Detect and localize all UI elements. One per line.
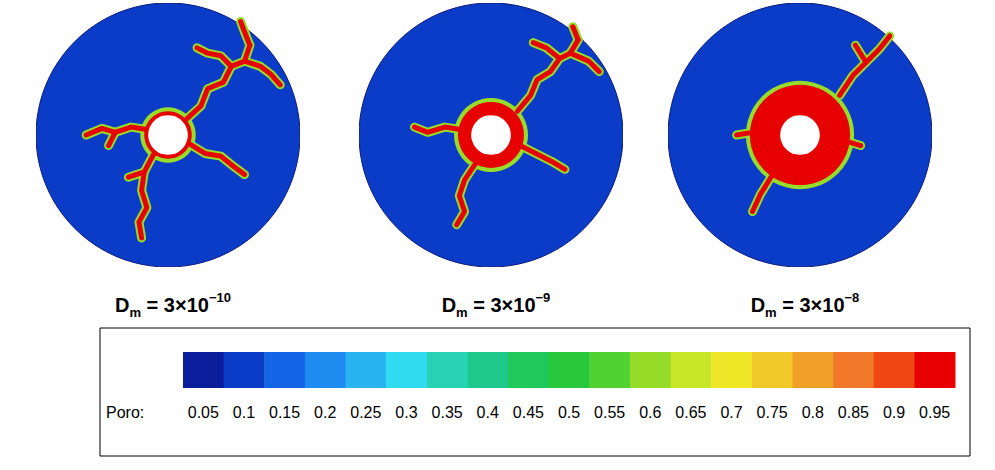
svg-text:0.2: 0.2 [314, 404, 336, 421]
svg-text:D: D [115, 294, 129, 316]
svg-text:0.6: 0.6 [639, 404, 661, 421]
svg-text:= 3×10: = 3×10 [777, 294, 845, 316]
svg-text:m: m [456, 305, 468, 320]
svg-text:0.4: 0.4 [477, 404, 499, 421]
svg-text:D: D [442, 294, 456, 316]
svg-text:D: D [751, 294, 765, 316]
svg-text:= 3×10: = 3×10 [468, 294, 536, 316]
svg-text:0.5: 0.5 [558, 404, 580, 421]
svg-text:0.15: 0.15 [269, 404, 300, 421]
svg-text:m: m [129, 305, 141, 320]
svg-text:0.35: 0.35 [432, 404, 463, 421]
svg-text:−9: −9 [536, 290, 551, 305]
svg-text:0.45: 0.45 [513, 404, 544, 421]
svg-text:0.9: 0.9 [883, 404, 905, 421]
svg-text:0.25: 0.25 [350, 404, 381, 421]
svg-text:m: m [765, 305, 777, 320]
svg-text:0.8: 0.8 [802, 404, 824, 421]
svg-text:0.05: 0.05 [188, 404, 219, 421]
svg-text:0.85: 0.85 [838, 404, 869, 421]
svg-text:0.65: 0.65 [675, 404, 706, 421]
svg-text:−8: −8 [845, 290, 860, 305]
svg-text:0.1: 0.1 [233, 404, 255, 421]
svg-text:0.7: 0.7 [720, 404, 742, 421]
svg-text:−10: −10 [209, 290, 231, 305]
svg-text:0.3: 0.3 [395, 404, 417, 421]
svg-text:= 3×10: = 3×10 [141, 294, 209, 316]
svg-text:0.95: 0.95 [919, 404, 950, 421]
svg-text:0.75: 0.75 [757, 404, 788, 421]
svg-text:0.55: 0.55 [594, 404, 625, 421]
svg-text:Poro:: Poro: [106, 404, 144, 421]
